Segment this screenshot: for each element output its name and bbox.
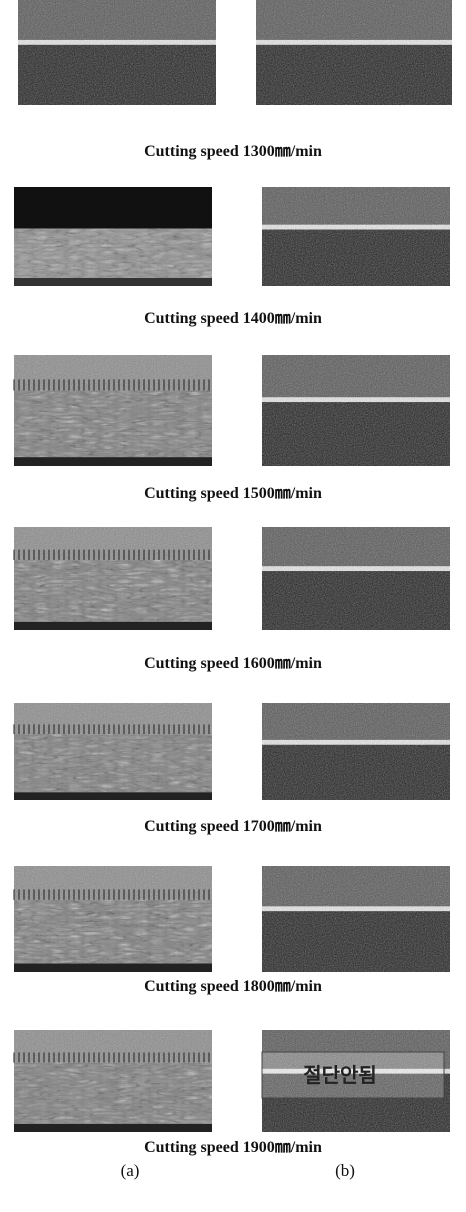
photo-noise bbox=[262, 187, 450, 286]
photo-edge bbox=[14, 963, 212, 972]
photo-edge bbox=[14, 792, 212, 800]
photo-rough bbox=[14, 734, 212, 793]
photo-rough bbox=[14, 228, 212, 286]
photo bbox=[262, 703, 450, 800]
photo-rough bbox=[14, 1062, 212, 1124]
annotation-box bbox=[261, 1051, 445, 1099]
photo bbox=[262, 527, 450, 630]
photo-noise bbox=[262, 866, 450, 972]
photo-bg bbox=[14, 187, 212, 229]
annotation: 절단안됨 bbox=[303, 1063, 377, 1087]
caption: Cutting speed 1300㎜/min bbox=[144, 143, 322, 160]
photo bbox=[13, 866, 212, 972]
photo-rough bbox=[14, 559, 212, 622]
photo-noise bbox=[262, 1030, 450, 1132]
panel-label: (a) bbox=[121, 1161, 140, 1180]
photo bbox=[18, 0, 216, 105]
photo-edge bbox=[14, 457, 212, 466]
caption: Cutting speed 1500㎜/min bbox=[144, 485, 322, 502]
photo-noise bbox=[18, 0, 216, 105]
panel-label: (b) bbox=[335, 1161, 355, 1180]
caption: Cutting speed 1700㎜/min bbox=[144, 818, 322, 835]
photo-noise bbox=[262, 703, 450, 800]
photo bbox=[13, 355, 212, 466]
photo bbox=[256, 0, 452, 105]
photo bbox=[14, 187, 212, 286]
caption: Cutting speed 1900㎜/min bbox=[144, 1139, 322, 1156]
photo-rough bbox=[14, 390, 212, 458]
caption: Cutting speed 1600㎜/min bbox=[144, 655, 322, 672]
photo bbox=[262, 187, 450, 286]
photo bbox=[13, 527, 212, 630]
photo bbox=[262, 1030, 450, 1132]
photo-edge bbox=[14, 621, 212, 630]
photo bbox=[13, 703, 212, 800]
caption: Cutting speed 1800㎜/min bbox=[144, 978, 322, 995]
photo bbox=[262, 355, 450, 466]
photo-noise bbox=[262, 355, 450, 466]
photo bbox=[262, 866, 450, 972]
photo-noise bbox=[256, 0, 452, 105]
photo-noise bbox=[262, 527, 450, 630]
photo-edge bbox=[14, 278, 212, 286]
photo bbox=[13, 1030, 212, 1132]
photo-rough bbox=[14, 899, 212, 964]
caption: Cutting speed 1400㎜/min bbox=[144, 310, 322, 327]
photo-edge bbox=[14, 1123, 212, 1132]
